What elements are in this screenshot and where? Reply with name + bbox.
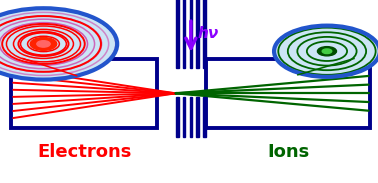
- Bar: [176, 97, 179, 137]
- Bar: [203, 97, 206, 137]
- Bar: [183, 0, 186, 68]
- Circle shape: [37, 41, 50, 47]
- Bar: [11, 59, 157, 128]
- Bar: [176, 0, 179, 68]
- Circle shape: [30, 38, 57, 50]
- Circle shape: [322, 49, 332, 54]
- Circle shape: [318, 47, 336, 56]
- Text: hν: hν: [198, 26, 219, 41]
- Bar: [189, 97, 192, 137]
- Bar: [206, 59, 370, 128]
- Bar: [189, 0, 192, 68]
- Bar: [203, 0, 206, 68]
- Circle shape: [0, 8, 117, 80]
- Bar: [197, 0, 199, 68]
- Text: Ions: Ions: [267, 143, 309, 161]
- Circle shape: [274, 26, 378, 77]
- Bar: [197, 97, 199, 137]
- Bar: [183, 97, 186, 137]
- Text: Electrons: Electrons: [37, 143, 131, 161]
